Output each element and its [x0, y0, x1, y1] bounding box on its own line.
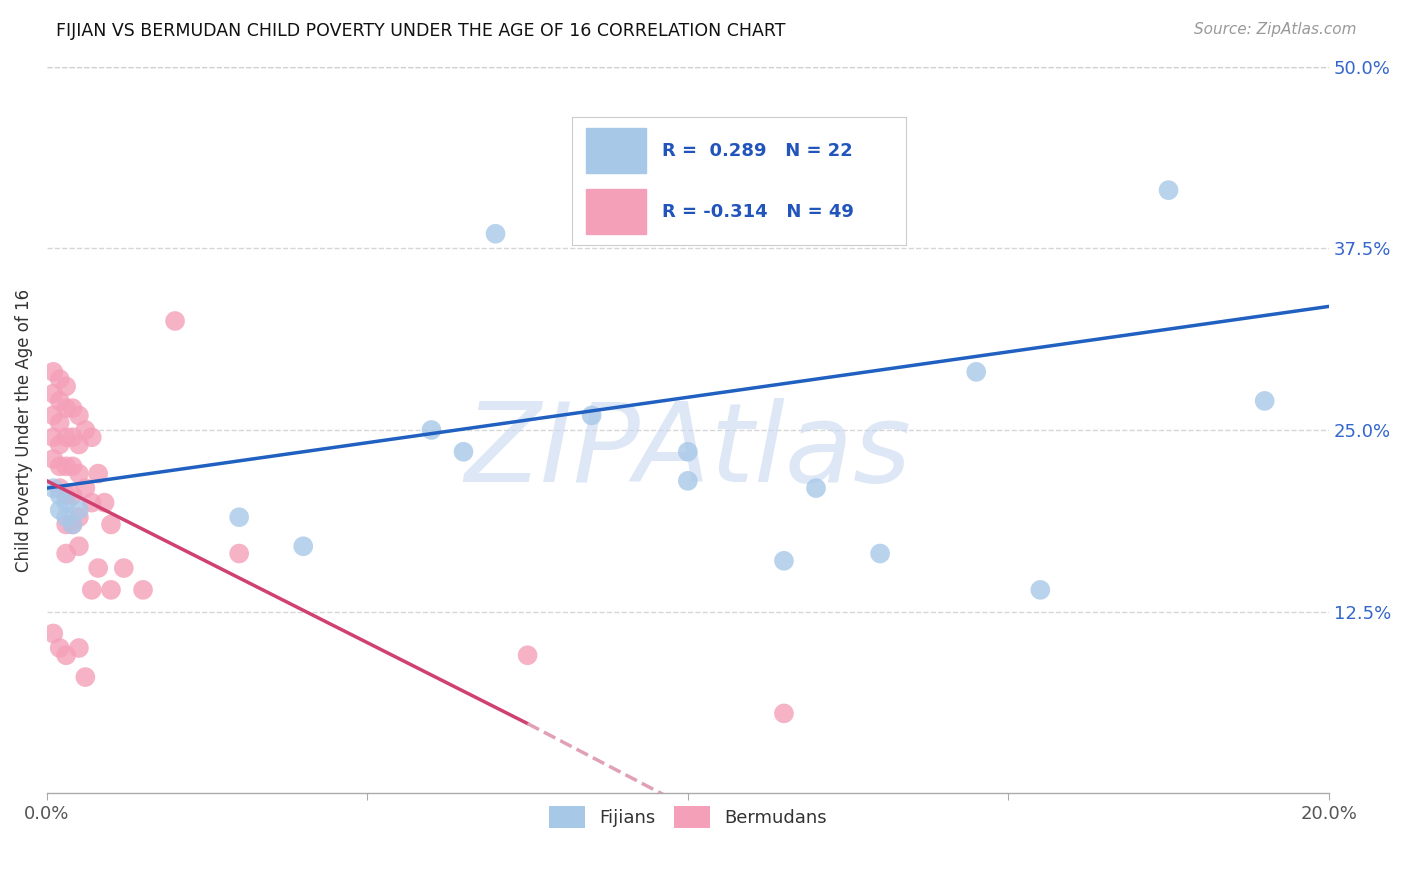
- Point: [62, 401, 84, 416]
- Point: [48, 416, 70, 430]
- Point: [93, 496, 115, 510]
- Point: [48, 488, 70, 502]
- Point: [42, 626, 65, 640]
- Point: [67, 510, 90, 524]
- Point: [62, 430, 84, 444]
- Point: [62, 488, 84, 502]
- Point: [100, 582, 122, 597]
- Y-axis label: Child Poverty Under the Age of 16: Child Poverty Under the Age of 16: [15, 288, 32, 572]
- Point: [55, 517, 77, 532]
- Point: [1157, 183, 1180, 197]
- Legend: Fijians, Bermudans: Fijians, Bermudans: [541, 798, 834, 835]
- Point: [292, 539, 315, 553]
- Point: [55, 401, 77, 416]
- Point: [581, 409, 603, 423]
- Point: [676, 474, 699, 488]
- Point: [100, 517, 122, 532]
- Point: [228, 510, 250, 524]
- Point: [55, 430, 77, 444]
- Point: [87, 561, 110, 575]
- Point: [48, 640, 70, 655]
- Point: [55, 379, 77, 393]
- Text: FIJIAN VS BERMUDAN CHILD POVERTY UNDER THE AGE OF 16 CORRELATION CHART: FIJIAN VS BERMUDAN CHILD POVERTY UNDER T…: [56, 22, 786, 40]
- Point: [48, 372, 70, 386]
- Point: [1029, 582, 1052, 597]
- Point: [42, 481, 65, 495]
- Point: [75, 670, 97, 684]
- Point: [67, 467, 90, 481]
- Point: [112, 561, 135, 575]
- Point: [48, 393, 70, 408]
- Point: [516, 648, 538, 663]
- Point: [42, 452, 65, 467]
- Point: [453, 444, 475, 458]
- Point: [55, 648, 77, 663]
- Point: [62, 517, 84, 532]
- Point: [484, 227, 506, 241]
- Text: Source: ZipAtlas.com: Source: ZipAtlas.com: [1194, 22, 1357, 37]
- Point: [75, 481, 97, 495]
- Point: [80, 582, 103, 597]
- Point: [55, 547, 77, 561]
- Point: [55, 488, 77, 502]
- Point: [67, 437, 90, 451]
- Text: ZIPAtlas: ZIPAtlas: [464, 398, 911, 505]
- Point: [42, 409, 65, 423]
- Point: [1253, 393, 1275, 408]
- Point: [42, 430, 65, 444]
- Point: [48, 481, 70, 495]
- Point: [48, 437, 70, 451]
- Point: [87, 467, 110, 481]
- Point: [773, 706, 796, 721]
- Point: [55, 459, 77, 474]
- Point: [804, 481, 827, 495]
- Point: [869, 547, 891, 561]
- Point: [80, 430, 103, 444]
- Point: [420, 423, 443, 437]
- Point: [42, 386, 65, 401]
- Point: [42, 365, 65, 379]
- Point: [55, 496, 77, 510]
- Point: [773, 554, 796, 568]
- Point: [75, 423, 97, 437]
- Point: [48, 459, 70, 474]
- Point: [132, 582, 155, 597]
- Point: [228, 547, 250, 561]
- Point: [55, 510, 77, 524]
- Point: [80, 496, 103, 510]
- Point: [67, 503, 90, 517]
- Point: [165, 314, 187, 328]
- Point: [676, 444, 699, 458]
- Point: [62, 459, 84, 474]
- Point: [62, 517, 84, 532]
- Point: [48, 503, 70, 517]
- Point: [67, 539, 90, 553]
- Point: [965, 365, 987, 379]
- Point: [67, 640, 90, 655]
- Point: [67, 409, 90, 423]
